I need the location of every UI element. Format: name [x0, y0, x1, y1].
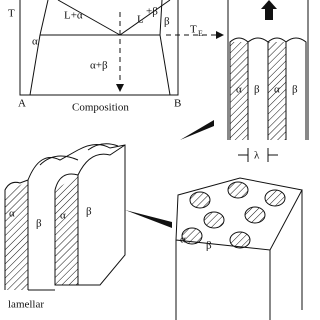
label: L	[137, 14, 144, 26]
label: β	[36, 218, 42, 230]
label: α	[60, 210, 66, 222]
label: α	[32, 36, 38, 48]
label: T	[190, 24, 197, 36]
lamellar-block: α β α β lamellar	[4, 143, 126, 311]
label: λ	[254, 150, 260, 162]
pointer	[180, 120, 214, 140]
label: β	[254, 84, 260, 96]
label: β	[86, 206, 92, 218]
label: β	[164, 16, 170, 28]
label: β	[206, 240, 212, 252]
pointer	[125, 210, 172, 228]
label: α	[236, 84, 242, 96]
growth-column: α β α β λ	[227, 0, 309, 162]
label: α	[180, 234, 186, 246]
label: E	[198, 29, 203, 38]
label: β	[292, 84, 298, 96]
label: α	[274, 84, 280, 96]
label: T	[8, 8, 15, 20]
label: α+β	[90, 60, 108, 72]
label: α	[9, 208, 15, 220]
caption: lamellar	[8, 299, 44, 311]
label: A	[18, 98, 26, 110]
label: L+α	[64, 10, 83, 22]
label: B	[174, 98, 181, 110]
rod-block: α β	[175, 177, 303, 320]
label: +β	[146, 6, 158, 18]
label: Composition	[72, 102, 129, 114]
phase-diagram: T L+α L +β α β α+β T E A B Composition	[8, 0, 224, 114]
